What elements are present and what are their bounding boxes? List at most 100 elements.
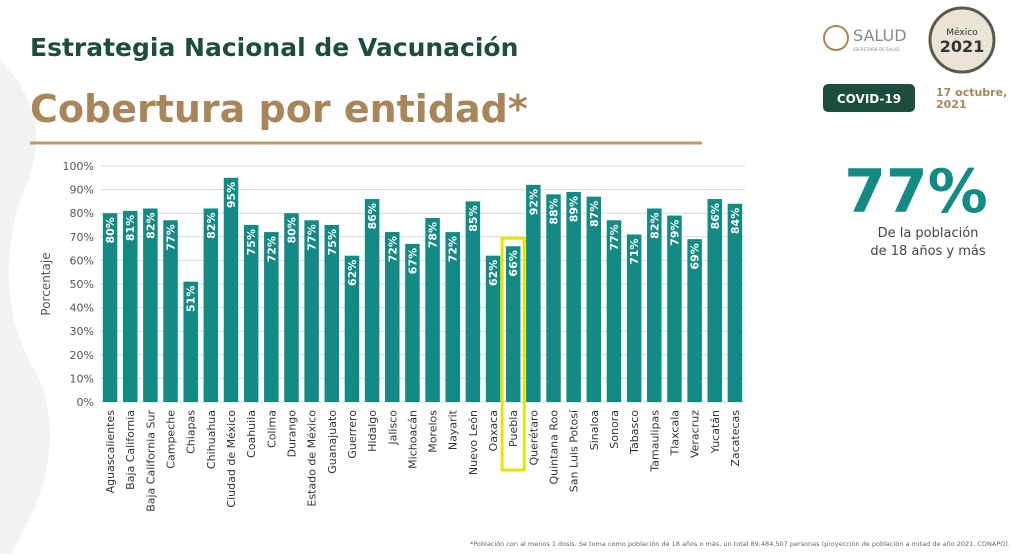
value-label: 82% [144,212,157,238]
bar [546,194,561,402]
bar [647,208,662,402]
bar [626,234,642,402]
x-tick-label: Aguascalientes [104,410,117,494]
value-label: 84% [729,208,742,234]
value-label: 51% [185,286,198,312]
y-tick-label: 90% [70,184,94,197]
x-tick-label: Estado de México [306,410,319,507]
x-tick-label: Ciudad de México [225,410,238,508]
x-tick-label: Nuevo León [467,410,480,475]
value-label: 75% [326,229,339,255]
value-label: 87% [588,201,601,227]
x-tick-label: Durango [285,410,298,458]
bar [344,255,360,402]
x-tick-label: Michoacán [406,410,419,469]
bar [183,281,198,402]
bar [264,232,279,402]
value-label: 89% [568,196,581,222]
slide-subtitle: Cobertura por entidad* [30,87,528,131]
x-tick-label: Colima [265,410,278,448]
bar [223,177,239,402]
bar [163,220,178,402]
x-tick-label: Quintana Roo [548,410,561,485]
bar [304,220,319,402]
bar [687,239,702,402]
plot: 0% 10% 20% 30% 40% 50% 60% 70% 80% 90% 100% 80% Agua… [63,160,745,512]
x-tick-label: Guanajuato [326,410,339,474]
x-tick-label: Veracruz [689,410,702,458]
x-tick-label: Querétaro [527,410,540,466]
value-label: 77% [165,224,178,250]
value-label: 82% [205,212,218,238]
x-tick-label: Yucatán [709,410,722,454]
bar [203,208,219,402]
bar [727,203,743,402]
value-label: 86% [366,203,379,229]
badge-text: COVID-19 [837,92,901,106]
logo-text: SALUD [853,26,907,45]
bar [405,243,420,402]
pattern [0,60,50,554]
x-tick-label: Baja California Sur [144,410,157,512]
y-tick-label: 100% [63,160,94,173]
bar [606,220,622,402]
y-tick-label: 60% [70,254,94,267]
x-tick-label: Oaxaca [487,410,500,451]
x-tick-label: Jalisco [386,410,399,446]
bar [586,196,602,402]
bar [364,199,380,402]
value-label: 88% [548,198,561,224]
value-label: 86% [709,203,722,229]
bar [465,201,481,402]
value-label: 80% [285,217,298,243]
y-tick-label: 30% [70,325,94,338]
bar [324,225,340,402]
slide-title: Estrategia Nacional de Vacunación [30,33,518,62]
bar [566,191,581,402]
value-label: 78% [427,222,440,248]
value-label: 75% [245,229,258,255]
x-tick-label: San Luis Potosí [568,409,581,492]
value-label: 62% [487,260,500,286]
x-tick-label: Chihuahua [205,410,218,469]
value-label: 72% [386,236,399,262]
value-label: 72% [265,236,278,262]
x-tick-label: Morelos [427,410,440,453]
stat-value: 77% [844,157,988,227]
value-label: 69% [689,243,702,269]
emblem-text: México [946,27,978,38]
value-label: 95% [225,182,238,208]
value-label: 62% [346,260,359,286]
y-tick-label: 0% [77,396,94,409]
bar [526,184,541,402]
bar [122,210,138,402]
value-label: 85% [467,205,480,231]
emblem-year: 2021 [940,37,985,56]
bar [445,232,460,402]
y-tick-label: 50% [70,278,94,291]
logo-icon [823,25,849,51]
value-label: 80% [104,217,117,243]
x-tick-label: Sinaloa [588,410,601,450]
value-label: 79% [668,220,681,246]
x-tick-label: Tlaxcala [668,410,681,456]
bar [425,217,440,402]
bar [485,255,501,402]
date: 2021 [936,98,967,111]
logo-subtext: SECRETARÍA DE SALUD [853,47,899,52]
x-tick-label: Tamaulipas [648,410,661,473]
x-tick-label: Puebla [507,410,520,447]
x-tick-label: Chiapas [185,410,198,454]
emblem [928,6,996,74]
x-tick-label: Tabasco [628,410,641,455]
value-label: 77% [306,224,319,250]
y-tick-label: 40% [70,302,94,315]
bar [505,246,521,402]
bar [143,208,158,402]
value-label: 81% [124,215,137,241]
value-label: 66% [507,250,520,276]
x-tick-label: Sonora [608,410,621,449]
y-tick-label: 80% [70,207,94,220]
bar [243,225,259,402]
